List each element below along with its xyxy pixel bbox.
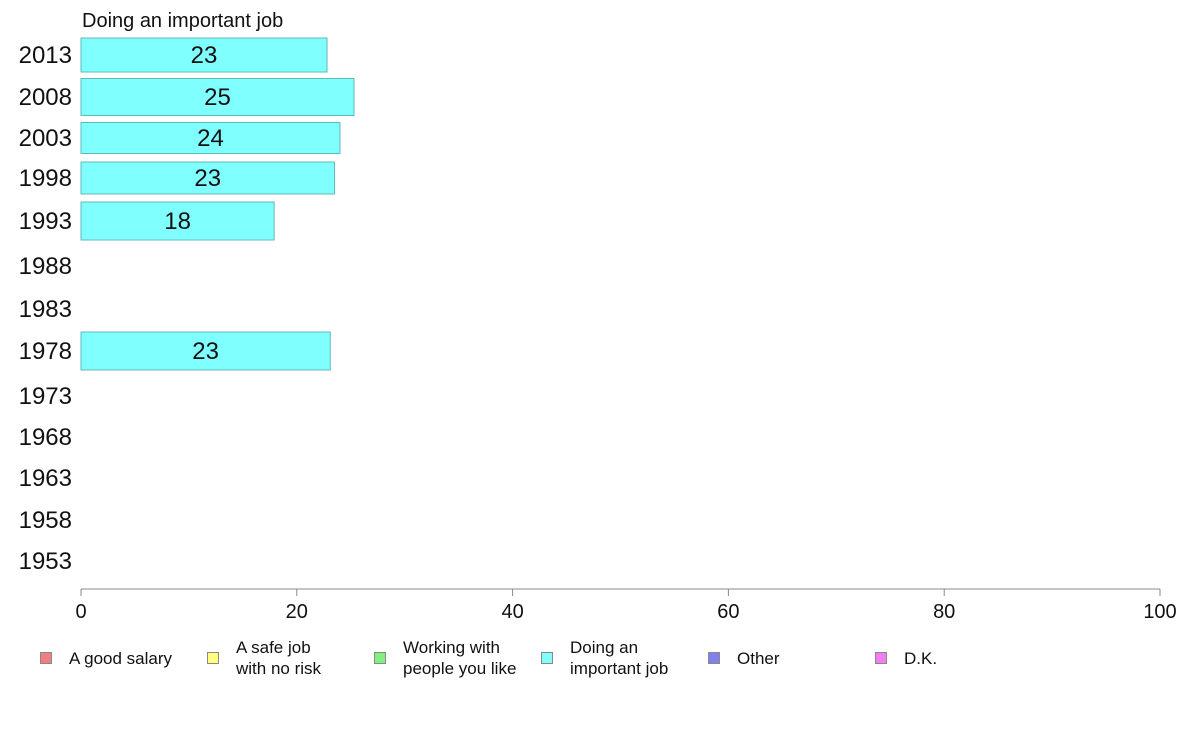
year-labels: 2013 2008 2003 1998 1993 1988 1983 1978 1973 1968… (19, 42, 72, 575)
year-label: 1963 (19, 465, 72, 492)
year-label: 1958 (19, 507, 72, 534)
bar (80, 122, 341, 154)
year-label: 1998 (19, 165, 72, 192)
x-tick-label: 20 (286, 601, 308, 620)
legend-swatch (374, 652, 386, 664)
bar (80, 161, 336, 195)
legend-item: A safe job with no risk (207, 636, 321, 680)
x-tick-label: 0 (75, 601, 86, 620)
legend-swatch (708, 652, 720, 664)
x-tick-label: 80 (933, 601, 955, 620)
legend-swatch (207, 652, 219, 664)
x-tick-label: 40 (501, 601, 523, 620)
x-axis: 0 20 40 60 80 100 (75, 588, 1177, 620)
legend-swatch (875, 652, 887, 664)
year-label: 1988 (19, 253, 72, 280)
year-label: 2003 (19, 125, 72, 152)
year-label: 1978 (19, 338, 72, 365)
x-tick-label: 60 (717, 601, 739, 620)
x-tick-label: 100 (1143, 601, 1176, 620)
legend-item: A good salary (40, 636, 172, 680)
bar-value-label: 24 (197, 125, 224, 152)
bar-value-label: 23 (191, 42, 218, 69)
legend-item: Doing an important job (541, 636, 668, 680)
legend-item: D.K. (875, 636, 937, 680)
year-label: 1983 (19, 296, 72, 323)
legend: A good salary A safe job with no risk Work… (40, 636, 1140, 686)
bar-value-label: 23 (192, 338, 219, 365)
year-label: 1953 (19, 548, 72, 575)
legend-label: Doing an important job (570, 638, 669, 678)
legend-item: Other (708, 636, 780, 680)
legend-swatch (541, 652, 553, 664)
year-label: 1993 (19, 208, 72, 235)
legend-item: Working with people you like (374, 636, 516, 680)
legend-label: Other (737, 648, 780, 668)
bar (80, 78, 355, 116)
year-label: 2008 (19, 84, 72, 111)
bar (80, 37, 328, 73)
bar-value-label: 23 (194, 165, 221, 192)
bar-value-label: 18 (164, 208, 191, 235)
year-label: 2013 (19, 42, 72, 69)
bar (80, 201, 275, 241)
year-label: 1968 (19, 424, 72, 451)
year-label: 1973 (19, 383, 72, 410)
legend-swatch (40, 652, 52, 664)
bar (80, 331, 331, 371)
legend-label: D.K. (904, 648, 938, 668)
legend-label: A good salary (69, 648, 173, 668)
legend-label: Working with people you like (403, 638, 517, 678)
bar-value-label: 25 (204, 84, 231, 111)
chart-title: Doing an important job (82, 10, 283, 32)
legend-label: A safe job with no risk (236, 638, 322, 678)
